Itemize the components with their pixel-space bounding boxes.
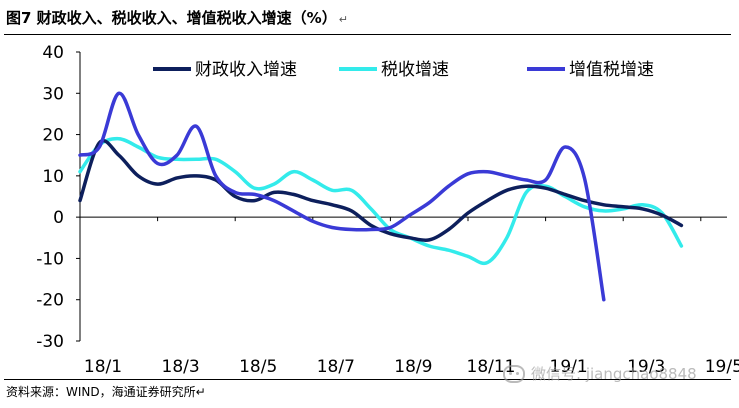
legend-label: 增值税增速 (569, 60, 654, 80)
y-tick-label: 30 (42, 84, 64, 104)
legend-label: 税收增速 (381, 60, 449, 80)
watermark: 微信号: jiangchao8848 (503, 363, 697, 384)
y-tick-label: 20 (42, 126, 64, 146)
source-note: 资料来源：WIND，海通证券研究所↵ (6, 385, 206, 399)
figure-title: 图7 财政收入、税收收入、增值税收入增速（%） ↵ (6, 4, 348, 32)
chart-legend: 财政收入增速 税收增速 增值税增速 (153, 60, 654, 80)
legend-label: 财政收入增速 (195, 60, 297, 80)
y-tick-label: -30 (36, 332, 64, 352)
chart-series (78, 91, 684, 302)
return-mark-icon: ↵ (338, 13, 348, 26)
x-tick-label: 18/7 (317, 357, 355, 377)
watermark-text: 微信号: jiangchao8848 (531, 365, 697, 383)
x-tick-label: 18/9 (394, 357, 432, 377)
figure-title-text: 图7 财政收入、税收收入、增值税收入增速（%） (6, 9, 337, 27)
y-tick-label: 0 (53, 208, 64, 228)
y-tick-label: -20 (36, 291, 64, 311)
bottom-rule (4, 379, 731, 380)
x-tick-label: 19/3 (627, 357, 665, 377)
y-tick-label: 40 (42, 43, 64, 63)
top-rule (4, 34, 731, 35)
y-tick-label: 10 (42, 167, 64, 187)
series-line-2 (78, 91, 606, 302)
x-tick-label: 19/5 (705, 357, 739, 377)
y-tick-label: -10 (36, 249, 64, 269)
series-line-1 (78, 136, 684, 266)
x-tick-label: 19/1 (550, 357, 588, 377)
x-tick-label: 18/3 (162, 357, 200, 377)
x-tick-label: 18/1 (84, 357, 122, 377)
x-tick-label: 18/5 (239, 357, 277, 377)
wechat-icon (503, 364, 525, 383)
